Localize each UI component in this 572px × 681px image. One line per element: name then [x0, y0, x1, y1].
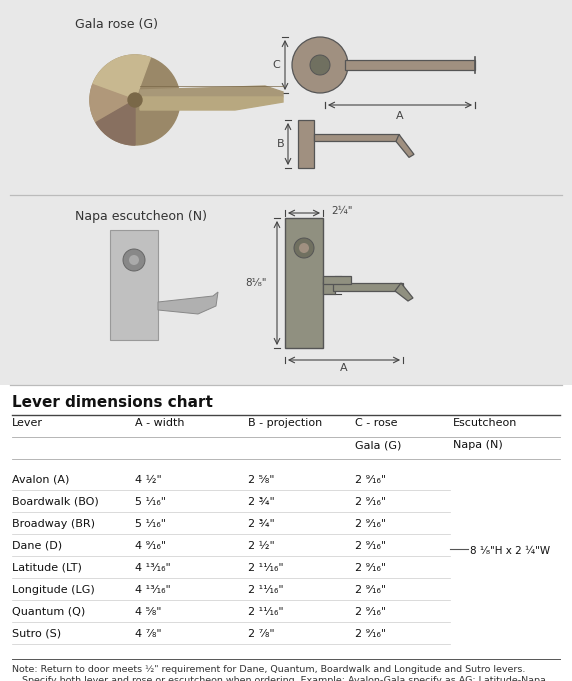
- Text: Quantum (Q): Quantum (Q): [12, 607, 85, 617]
- Text: 2¼": 2¼": [331, 206, 352, 216]
- Text: B: B: [276, 139, 284, 149]
- Text: 2 ⁹⁄₁₆": 2 ⁹⁄₁₆": [355, 541, 386, 551]
- Polygon shape: [140, 97, 283, 110]
- Text: B: B: [344, 280, 352, 290]
- Circle shape: [310, 55, 330, 75]
- Polygon shape: [140, 86, 283, 97]
- Text: 2 ⁹⁄₁₆": 2 ⁹⁄₁₆": [355, 475, 386, 485]
- Text: 4 ⁹⁄₁₆": 4 ⁹⁄₁₆": [135, 541, 166, 551]
- Text: 4 ⁵⁄₈": 4 ⁵⁄₈": [135, 607, 161, 617]
- Text: 2 ⁹⁄₁₆": 2 ⁹⁄₁₆": [355, 497, 386, 507]
- Text: 4 ¹³⁄₁₆": 4 ¹³⁄₁₆": [135, 585, 171, 595]
- Circle shape: [292, 37, 348, 93]
- Text: 2 ⁹⁄₁₆": 2 ⁹⁄₁₆": [355, 629, 386, 639]
- Text: 2 ¾": 2 ¾": [248, 497, 275, 507]
- Bar: [323, 276, 351, 284]
- Bar: [110, 230, 158, 340]
- Text: 5 ¹⁄₁₆": 5 ¹⁄₁₆": [135, 497, 166, 507]
- Wedge shape: [96, 100, 135, 145]
- Text: 8¹⁄₈": 8¹⁄₈": [245, 278, 267, 288]
- Circle shape: [129, 255, 139, 265]
- Text: 2 ¹¹⁄₁₆": 2 ¹¹⁄₁₆": [248, 563, 284, 573]
- Text: 2 ¹¹⁄₁₆": 2 ¹¹⁄₁₆": [248, 585, 284, 595]
- Text: Boardwalk (BO): Boardwalk (BO): [12, 497, 99, 507]
- Text: 4 ½": 4 ½": [135, 475, 162, 485]
- Text: Specify both lever and rose or escutcheon when ordering. Example: Avalon-Gala sp: Specify both lever and rose or escutcheo…: [22, 676, 546, 681]
- Text: 2 ½": 2 ½": [248, 541, 275, 551]
- Text: 2 ¾": 2 ¾": [248, 519, 275, 529]
- Text: 2 ⁷⁄₈": 2 ⁷⁄₈": [248, 629, 275, 639]
- Wedge shape: [90, 84, 135, 123]
- Bar: [298, 120, 314, 168]
- Text: Latitude (LT): Latitude (LT): [12, 563, 82, 573]
- Text: C - rose: C - rose: [355, 418, 398, 428]
- Text: B - projection: B - projection: [248, 418, 322, 428]
- Wedge shape: [93, 55, 150, 100]
- Text: 2 ⁹⁄₁₆": 2 ⁹⁄₁₆": [355, 585, 386, 595]
- Text: Broadway (BR): Broadway (BR): [12, 519, 95, 529]
- Text: 2 ¹¹⁄₁₆": 2 ¹¹⁄₁₆": [248, 607, 284, 617]
- Polygon shape: [395, 283, 413, 301]
- Text: Longitude (LG): Longitude (LG): [12, 585, 95, 595]
- Polygon shape: [314, 134, 399, 142]
- Text: Note: Return to door meets ½" requirement for Dane, Quantum, Boardwalk and Longi: Note: Return to door meets ½" requiremen…: [12, 665, 525, 674]
- Text: C: C: [272, 60, 280, 70]
- Text: Lever dimensions chart: Lever dimensions chart: [12, 395, 213, 410]
- Circle shape: [299, 243, 309, 253]
- Text: Lever: Lever: [12, 418, 43, 428]
- Bar: [285, 218, 323, 348]
- Text: A - width: A - width: [135, 418, 185, 428]
- Text: 4 ¹³⁄₁₆": 4 ¹³⁄₁₆": [135, 563, 171, 573]
- Text: Napa (N): Napa (N): [453, 440, 503, 450]
- Text: Gala (G): Gala (G): [355, 440, 402, 450]
- Text: Avalon (A): Avalon (A): [12, 475, 69, 485]
- Text: 4 ⁷⁄₈": 4 ⁷⁄₈": [135, 629, 162, 639]
- Circle shape: [123, 249, 145, 271]
- Text: A: A: [396, 111, 404, 121]
- Bar: [0, 385, 572, 681]
- Text: 5 ¹⁄₁₆": 5 ¹⁄₁₆": [135, 519, 166, 529]
- Text: Gala rose (G): Gala rose (G): [75, 18, 158, 31]
- Circle shape: [294, 238, 314, 258]
- Polygon shape: [333, 283, 403, 291]
- Bar: [345, 60, 475, 70]
- Text: Sutro (S): Sutro (S): [12, 629, 61, 639]
- Bar: [323, 282, 335, 294]
- Polygon shape: [396, 134, 414, 157]
- Text: 2 ⁵⁄₈": 2 ⁵⁄₈": [248, 475, 275, 485]
- Text: 8 ¹⁄₈"H x 2 ¼"W: 8 ¹⁄₈"H x 2 ¼"W: [470, 546, 550, 556]
- Circle shape: [90, 55, 180, 145]
- Text: 2 ⁹⁄₁₆": 2 ⁹⁄₁₆": [355, 563, 386, 573]
- Text: 2 ⁹⁄₁₆": 2 ⁹⁄₁₆": [355, 607, 386, 617]
- Text: Escutcheon: Escutcheon: [453, 418, 518, 428]
- Text: A: A: [340, 363, 348, 373]
- Polygon shape: [158, 292, 218, 314]
- Text: 2 ⁹⁄₁₆": 2 ⁹⁄₁₆": [355, 519, 386, 529]
- Circle shape: [128, 93, 142, 107]
- Text: Dane (D): Dane (D): [12, 541, 62, 551]
- Text: Napa escutcheon (N): Napa escutcheon (N): [75, 210, 207, 223]
